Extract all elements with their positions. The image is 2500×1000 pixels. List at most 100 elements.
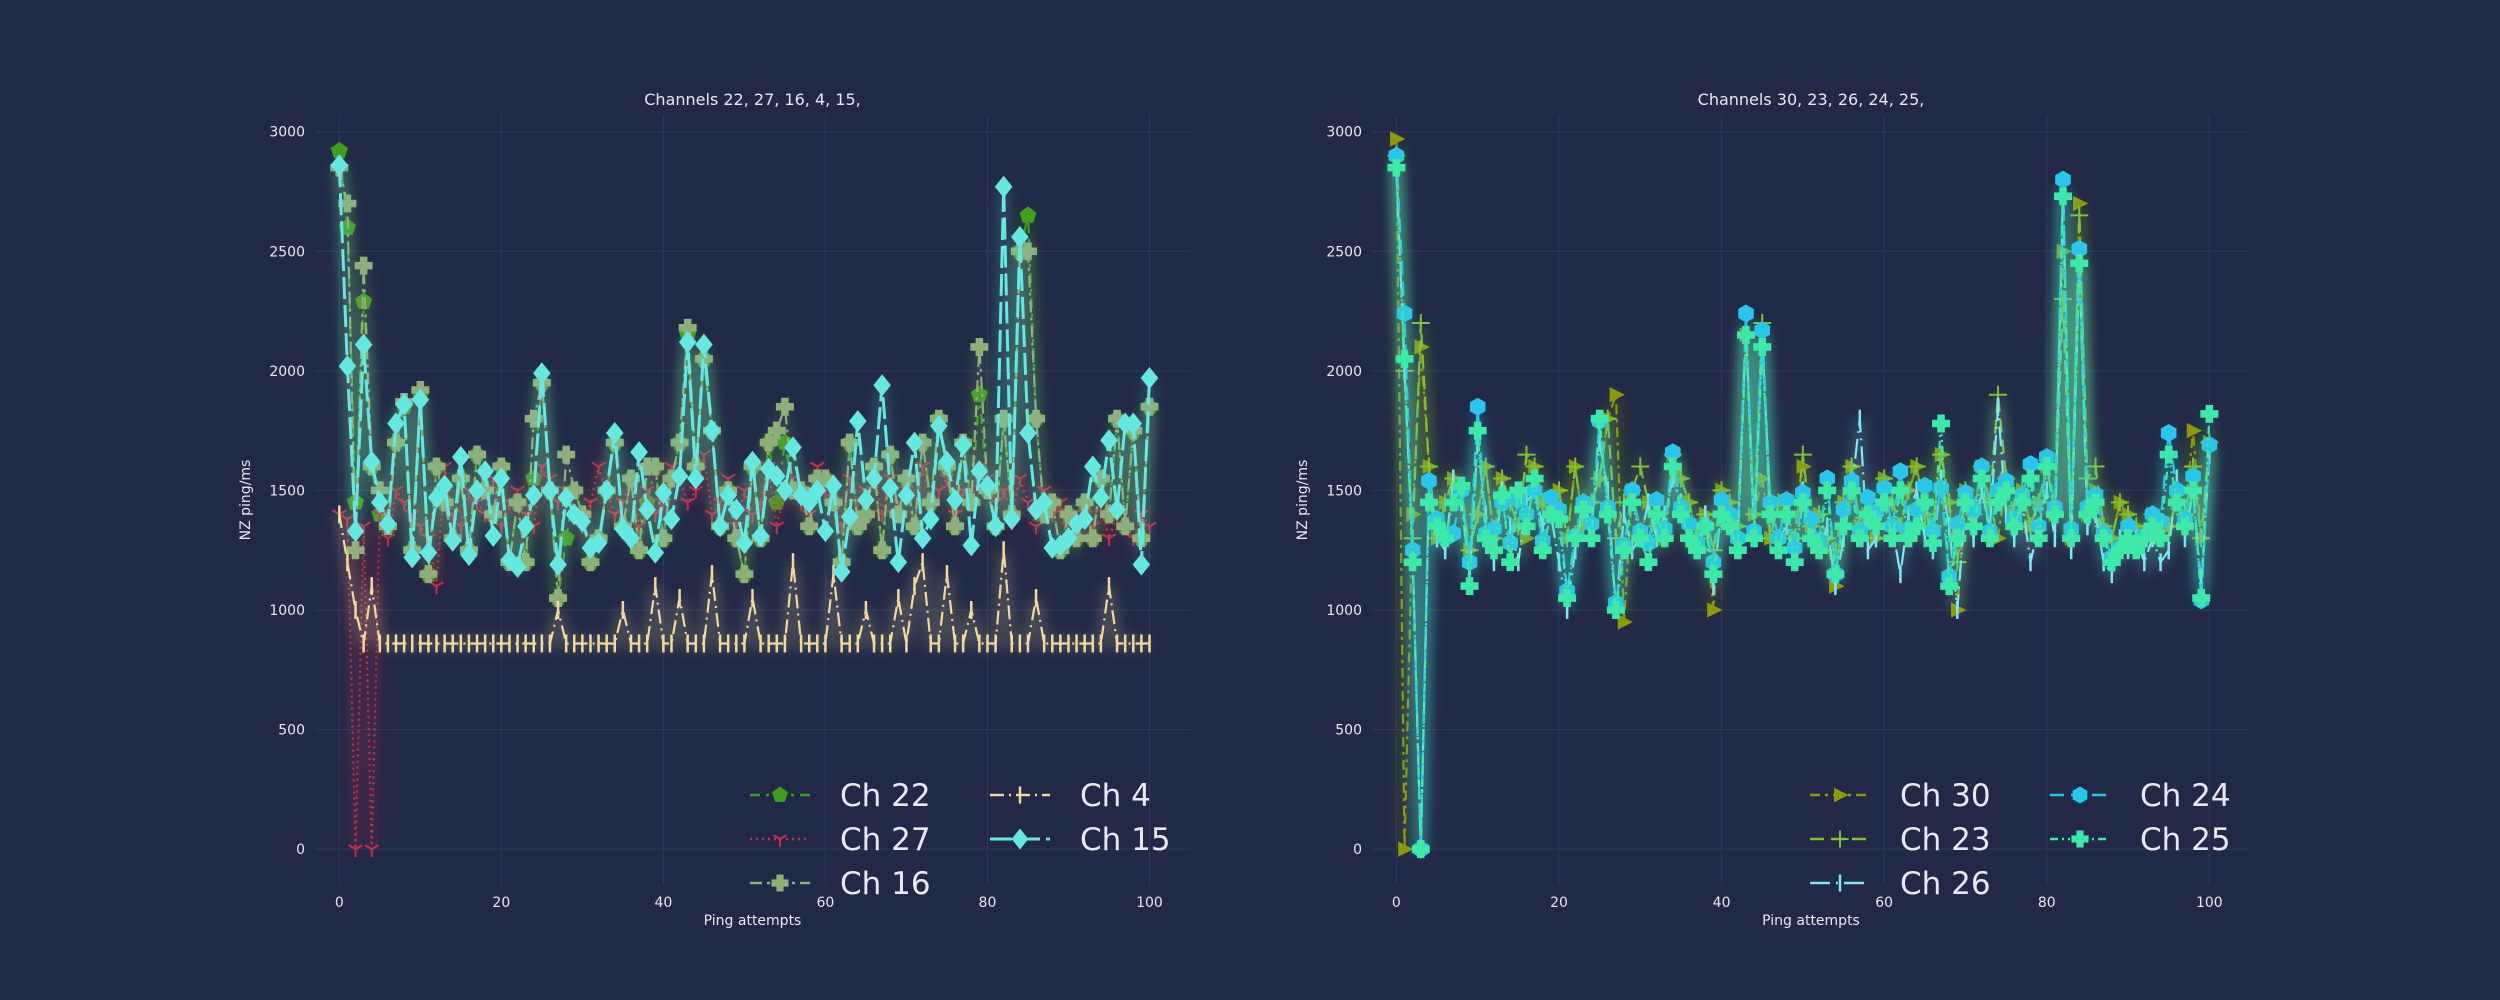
- data-point: [1421, 471, 1437, 490]
- data-point: [849, 410, 867, 433]
- data-point: [395, 393, 413, 416]
- data-point: [1647, 505, 1666, 524]
- data-point: [411, 388, 430, 411]
- data-point: [970, 460, 989, 483]
- data-point: [2086, 493, 2105, 512]
- x-tick-label: 60: [1875, 895, 1893, 911]
- data-point: [1891, 481, 1910, 500]
- data-point: [541, 479, 559, 502]
- legend-label: Ch 22: [840, 778, 931, 814]
- data-point: [1769, 541, 1788, 560]
- data-point: [2021, 469, 2040, 488]
- y-tick-label: 3000: [269, 125, 305, 141]
- data-point: [1867, 517, 1886, 536]
- data-point: [2078, 505, 2097, 524]
- data-point: [1002, 508, 1021, 531]
- y-tick-label: 500: [1335, 723, 1362, 739]
- legend-swatch-marker: [2072, 786, 2088, 804]
- data-point: [1973, 457, 1990, 476]
- data-point: [2054, 187, 2073, 206]
- legend-label: Ch 4: [1080, 778, 1151, 814]
- data-point: [2135, 529, 2154, 548]
- data-point: [516, 515, 535, 538]
- data-point: [686, 467, 705, 490]
- legend-item: Ch 4: [990, 778, 1151, 814]
- y-tick-label: 1000: [269, 603, 305, 619]
- data-point: [1398, 841, 1414, 857]
- data-point: [330, 154, 349, 177]
- data-point: [1428, 517, 1447, 536]
- data-point: [2062, 529, 2081, 548]
- data-point: [630, 541, 649, 560]
- data-point: [897, 484, 916, 507]
- data-point: [848, 517, 867, 536]
- y-tick-label: 2000: [269, 364, 305, 380]
- data-point: [711, 515, 729, 538]
- data-point: [1899, 529, 1918, 548]
- data-point: [751, 524, 770, 547]
- data-point: [1802, 529, 1820, 548]
- chart-panel-right: 0 20 40 60 80 100050010001500200025003000Chan…: [1295, 90, 2250, 929]
- data-point: [881, 477, 900, 500]
- data-point: [348, 844, 363, 858]
- data-point: [2184, 481, 2203, 500]
- legend-item: Ch 30: [1810, 778, 1991, 814]
- data-point: [1843, 471, 1860, 490]
- data-point: [1648, 491, 1665, 509]
- data-point: [1124, 412, 1143, 435]
- data-point: [597, 479, 616, 502]
- data-point: [2055, 170, 2071, 189]
- data-point: [1582, 529, 1601, 548]
- x-tick-label: 40: [1713, 895, 1731, 911]
- legend-item: Ch 25: [2050, 822, 2231, 858]
- data-point: [1671, 505, 1690, 524]
- data-point: [589, 532, 608, 555]
- data-point: [1907, 517, 1926, 536]
- data-point: [1099, 505, 1118, 524]
- data-point: [727, 529, 746, 548]
- data-point: [2143, 517, 2162, 536]
- data-point: [938, 450, 956, 473]
- data-point: [2037, 457, 2056, 476]
- data-point: [873, 374, 891, 397]
- data-point: [2175, 517, 2194, 536]
- data-point: [1083, 529, 1102, 548]
- data-point: [549, 589, 568, 608]
- data-point: [581, 553, 600, 572]
- x-tick-label: 80: [2038, 895, 2056, 911]
- data-point: [1606, 601, 1625, 619]
- data-point: [1665, 443, 1681, 462]
- data-point: [533, 362, 551, 385]
- y-tick-label: 1500: [1326, 483, 1362, 499]
- data-point: [1566, 529, 1585, 548]
- y-tick-label: 1000: [1326, 603, 1362, 619]
- data-point: [1948, 529, 1967, 548]
- data-point: [1617, 614, 1634, 630]
- data-point: [759, 433, 778, 452]
- data-point: [1850, 529, 1869, 548]
- data-point: [970, 337, 989, 356]
- data-point: [946, 489, 964, 511]
- data-point: [1680, 529, 1699, 548]
- data-point: [1810, 541, 1829, 560]
- data-point: [1101, 533, 1117, 547]
- data-point: [476, 460, 494, 483]
- series-ch-15: [330, 154, 1159, 583]
- legend-swatch-marker: [771, 786, 789, 802]
- y-tick-label: 0: [296, 842, 305, 858]
- data-point: [654, 481, 673, 504]
- data-point: [1436, 529, 1455, 548]
- data-point: [2200, 404, 2219, 423]
- data-point: [557, 486, 575, 509]
- data-point: [364, 844, 380, 858]
- data-point: [865, 467, 883, 490]
- chart-panel-left: 0 20 40 60 80 100050010001500200025003000Chan…: [238, 90, 1190, 929]
- data-point: [768, 465, 786, 488]
- data-point: [856, 505, 875, 524]
- data-point: [346, 541, 365, 560]
- data-point: [2192, 589, 2211, 608]
- data-point: [557, 445, 576, 464]
- data-point: [1108, 409, 1127, 428]
- data-point: [1964, 517, 1983, 536]
- data-point: [1059, 505, 1078, 524]
